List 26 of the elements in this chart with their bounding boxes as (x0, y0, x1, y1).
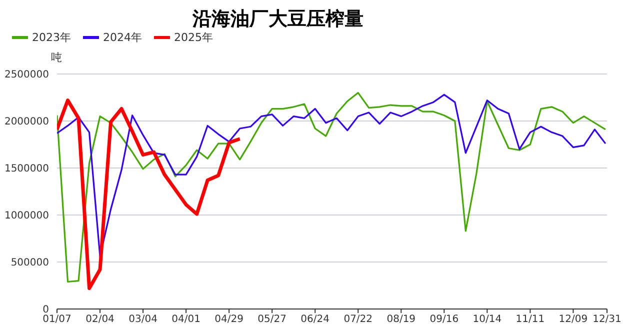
x-tick-label: 06/24 (300, 314, 330, 326)
x-tick-label: 01/07 (42, 314, 72, 326)
y-tick-label: 2500000 (4, 70, 49, 81)
y-tick-label: 0 (42, 304, 49, 316)
x-tick-label: 10/14 (472, 314, 502, 326)
x-tick-label: 12/31 (592, 314, 622, 326)
y-axis-title: 吨 (51, 50, 62, 65)
x-tick-label: 07/22 (344, 314, 373, 326)
y-tick-label: 2000000 (4, 116, 49, 128)
x-tick-label: 11/11 (516, 314, 545, 326)
y-tick-label: 1000000 (4, 210, 49, 222)
x-tick-label: 08/19 (386, 314, 416, 326)
x-tick-label: 09/16 (430, 314, 459, 326)
chart-title: 沿海油厂大豆压榨量 (191, 7, 364, 32)
x-tick-label: 04/01 (172, 314, 200, 326)
x-tick-label: 02/04 (86, 314, 114, 326)
x-tick-label: 12/09 (558, 314, 588, 326)
x-tick-label: 05/27 (258, 314, 286, 326)
x-tick-label: 03/04 (128, 314, 158, 326)
x-tick-label: 04/29 (214, 314, 244, 326)
y-tick-label: 1500000 (4, 164, 49, 175)
legend-label: 2024年 (103, 30, 142, 45)
legend-label: 2025年 (174, 30, 213, 45)
line-series (57, 98, 242, 290)
y-tick-label: 500000 (10, 258, 49, 269)
legend-label: 2023年 (32, 30, 71, 45)
